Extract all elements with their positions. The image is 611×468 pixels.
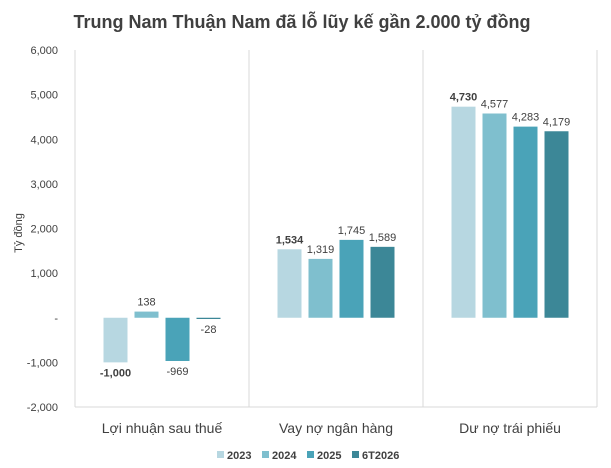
bar-2025	[165, 317, 190, 361]
legend-label-6T2026: 6T2026	[362, 450, 399, 462]
y-tick-label: 1,000	[30, 268, 58, 280]
data-label: 4,577	[481, 99, 509, 111]
category-label: Dư nợ trái phiếu	[459, 420, 561, 436]
y-tick-label: -1,000	[27, 357, 58, 369]
y-tick-label: -2,000	[27, 402, 58, 414]
bar-6T2026	[544, 131, 569, 318]
y-axis-ticks: -2,000-1,000-1,0002,0003,0004,0005,0006,…	[27, 45, 59, 414]
bar-2024	[134, 311, 159, 318]
data-label: 1,534	[276, 234, 304, 246]
data-label: -28	[201, 324, 217, 336]
y-tick-label: 3,000	[30, 179, 58, 191]
bar-2024	[482, 113, 507, 318]
bar-2023	[451, 106, 476, 318]
y-tick-label: 4,000	[30, 134, 58, 146]
legend-label-2025: 2025	[317, 450, 341, 462]
data-label: 1,745	[338, 225, 366, 237]
data-label: -1,000	[100, 367, 131, 379]
data-label: 4,179	[543, 116, 571, 128]
y-tick-label: -	[54, 313, 58, 325]
grid-lines	[74, 50, 598, 408]
data-label: -969	[166, 366, 188, 378]
bar-2025	[513, 126, 538, 318]
y-tick-label: 5,000	[30, 90, 58, 102]
category-label: Vay nợ ngân hàng	[279, 420, 393, 436]
data-label: 4,730	[450, 92, 478, 104]
legend-swatch-2025	[307, 451, 314, 458]
legend-swatch-2024	[262, 451, 269, 458]
legend-label-2024: 2024	[272, 450, 297, 462]
data-label: 1,319	[307, 244, 335, 256]
bar-2025	[339, 239, 364, 318]
bar-6T2026	[370, 246, 395, 318]
bar-2023	[103, 317, 128, 363]
chart-title: Trung Nam Thuận Nam đã lỗ lũy kế gần 2.0…	[73, 11, 530, 32]
bar-2024	[308, 258, 333, 318]
bar-6T2026	[196, 317, 221, 319]
category-labels: Lợi nhuận sau thuế Vay nợ ngân hàng Dư nợ …	[102, 420, 561, 436]
bar-2023	[277, 249, 302, 318]
legend: 2023 2024 2025 6T2026	[217, 450, 399, 462]
legend-swatch-6T2026	[352, 451, 359, 458]
data-label: 138	[137, 297, 155, 309]
y-axis-label: Tỷ đồng	[13, 213, 25, 253]
legend-label-2023: 2023	[227, 450, 251, 462]
data-label: 4,283	[512, 112, 540, 124]
category-label: Lợi nhuận sau thuế	[102, 420, 223, 436]
legend-swatch-2023	[217, 451, 224, 458]
data-label: 1,589	[369, 232, 397, 244]
bars	[103, 106, 569, 363]
y-tick-label: 6,000	[30, 45, 58, 57]
y-tick-label: 2,000	[30, 224, 58, 236]
